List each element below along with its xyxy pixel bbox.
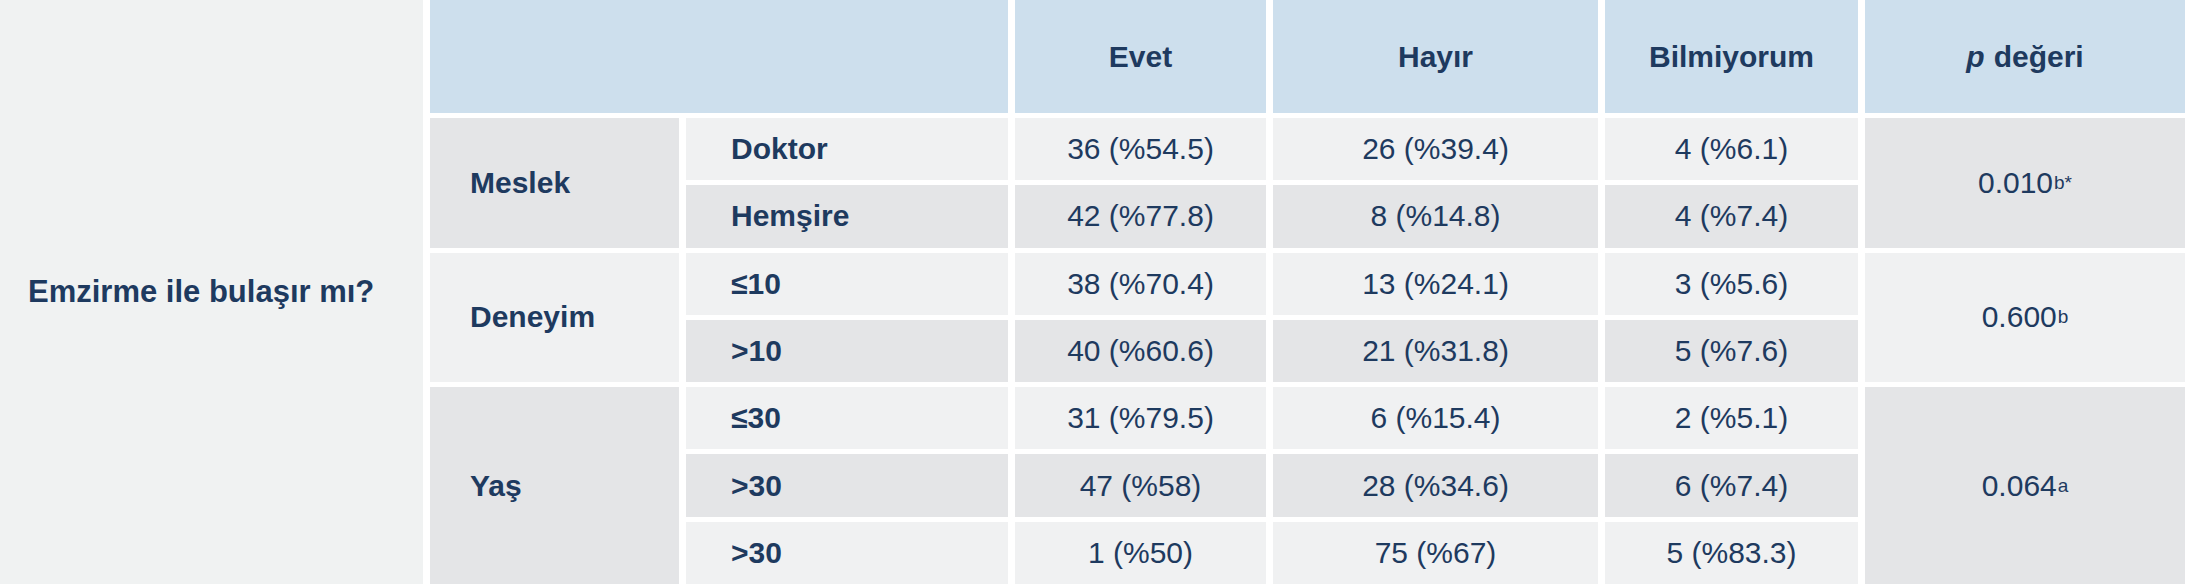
cell-hemsire-evet: 42 (%77.8)	[1015, 185, 1266, 247]
p-symbol: p	[1966, 40, 1984, 74]
cell-le30-evet: 31 (%79.5)	[1015, 387, 1266, 449]
cell-p-yas: 0.064a	[1865, 387, 2185, 584]
cell-gt10-evet: 40 (%60.6)	[1015, 320, 1266, 382]
cell-gt30-2-evet: 1 (%50)	[1015, 522, 1266, 584]
cell-le10-bilmiyorum: 3 (%5.6)	[1605, 253, 1858, 315]
cell-doktor-hayir: 26 (%39.4)	[1273, 118, 1598, 180]
subrow-label-gt30: >30	[686, 454, 1008, 516]
subrow-label-le10: ≤10	[686, 253, 1008, 315]
cell-hemsire-bilmiyorum: 4 (%7.4)	[1605, 185, 1858, 247]
header-spacer	[430, 0, 1008, 113]
p-value: 0.010	[1978, 166, 2053, 200]
subrow-label-gt30-2: >30	[686, 522, 1008, 584]
group-label-deneyim: Deneyim	[430, 253, 679, 383]
cell-gt10-hayir: 21 (%31.8)	[1273, 320, 1598, 382]
p-word: değeri	[1994, 40, 2084, 74]
cell-doktor-evet: 36 (%54.5)	[1015, 118, 1266, 180]
column-header-p-value: p değeri	[1865, 0, 2185, 113]
cell-gt30-hayir: 28 (%34.6)	[1273, 454, 1598, 516]
p-value: 0.064	[1982, 469, 2057, 503]
cell-gt30-2-bilmiyorum: 5 (%83.3)	[1605, 522, 1858, 584]
cell-p-meslek: 0.010b*	[1865, 118, 2185, 248]
statistics-table: Emzirme ile bulaşır mı? Evet Hayır Bilmi…	[0, 0, 2185, 584]
p-value: 0.600	[1982, 300, 2057, 334]
cell-le10-evet: 38 (%70.4)	[1015, 253, 1266, 315]
cell-gt30-2-hayir: 75 (%67)	[1273, 522, 1598, 584]
row-question-label: Emzirme ile bulaşır mı?	[0, 0, 423, 584]
subrow-label-doktor: Doktor	[686, 118, 1008, 180]
column-header-evet: Evet	[1015, 0, 1266, 113]
cell-hemsire-hayir: 8 (%14.8)	[1273, 185, 1598, 247]
group-label-yas: Yaş	[430, 387, 679, 584]
cell-doktor-bilmiyorum: 4 (%6.1)	[1605, 118, 1858, 180]
subrow-label-gt10: >10	[686, 320, 1008, 382]
cell-le10-hayir: 13 (%24.1)	[1273, 253, 1598, 315]
group-label-meslek: Meslek	[430, 118, 679, 248]
cell-le30-hayir: 6 (%15.4)	[1273, 387, 1598, 449]
column-header-bilmiyorum: Bilmiyorum	[1605, 0, 1858, 113]
cell-gt30-evet: 47 (%58)	[1015, 454, 1266, 516]
cell-gt30-bilmiyorum: 6 (%7.4)	[1605, 454, 1858, 516]
cell-le30-bilmiyorum: 2 (%5.1)	[1605, 387, 1858, 449]
column-header-hayir: Hayır	[1273, 0, 1598, 113]
cell-p-deneyim: 0.600b	[1865, 253, 2185, 383]
subrow-label-le30: ≤30	[686, 387, 1008, 449]
subrow-label-hemsire: Hemşire	[686, 185, 1008, 247]
cell-gt10-bilmiyorum: 5 (%7.6)	[1605, 320, 1858, 382]
